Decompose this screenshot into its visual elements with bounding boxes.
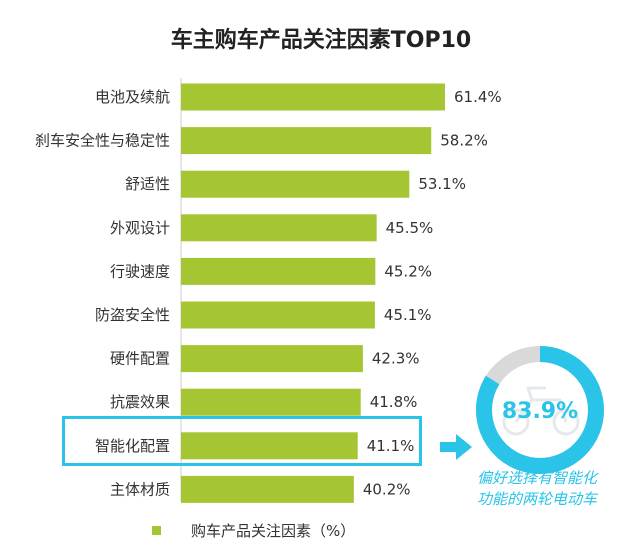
value-label: 45.5% (386, 219, 434, 237)
bar (181, 127, 432, 155)
donut-chart: 83.9% (476, 346, 604, 474)
bar (181, 170, 410, 198)
value-label: 53.1% (418, 175, 466, 193)
category-label: 硬件配置 (110, 350, 170, 368)
legend-swatch (152, 526, 161, 535)
donut-value-label: 83.9% (502, 399, 578, 424)
scooter-icon (502, 386, 580, 436)
legend: 购车产品关注因素（%） (152, 520, 355, 541)
value-label: 42.3% (372, 350, 420, 368)
bar (181, 301, 375, 329)
bars-layer: 电池及续航 61.4% 刹车安全性与稳定性 58.2% 舒适性 53.1% 外观设计 45.5… (35, 83, 502, 503)
value-label: 45.2% (384, 262, 432, 280)
category-label: 防盗安全性 (95, 306, 170, 324)
donut-value-arc (476, 346, 604, 474)
category-label: 抗震效果 (110, 393, 170, 411)
value-label: 61.4% (454, 88, 502, 106)
value-label: 45.1% (384, 306, 432, 324)
category-label: 刹车安全性与稳定性 (35, 132, 170, 150)
highlight-box (62, 416, 422, 466)
callout-caption-line: 功能的两轮电动车 (476, 490, 597, 508)
category-label: 行驶速度 (110, 262, 170, 280)
value-label: 41.8% (370, 393, 418, 411)
bar (181, 432, 358, 460)
value-label: 41.1% (367, 437, 415, 455)
category-label: 舒适性 (125, 175, 170, 193)
bar (181, 83, 445, 111)
callout-caption-line: 偏好选择有智能化 (476, 469, 597, 487)
category-label: 外观设计 (110, 219, 170, 237)
legend-label: 购车产品关注因素（%） (191, 522, 356, 540)
value-label: 40.2% (363, 480, 411, 498)
arrow-right-icon (440, 434, 472, 460)
value-label: 58.2% (440, 132, 488, 150)
bar (181, 475, 354, 503)
category-label: 智能化配置 (95, 437, 170, 455)
category-label: 主体材质 (110, 480, 170, 498)
bar (181, 214, 377, 242)
bar (181, 388, 361, 416)
bar (181, 257, 376, 285)
bar (181, 345, 363, 373)
category-label: 电池及续航 (95, 88, 170, 106)
callout-caption: 偏好选择有智能化 功能的两轮电动车 (452, 468, 622, 510)
chart-title: 车主购车产品关注因素TOP10 (170, 28, 472, 53)
